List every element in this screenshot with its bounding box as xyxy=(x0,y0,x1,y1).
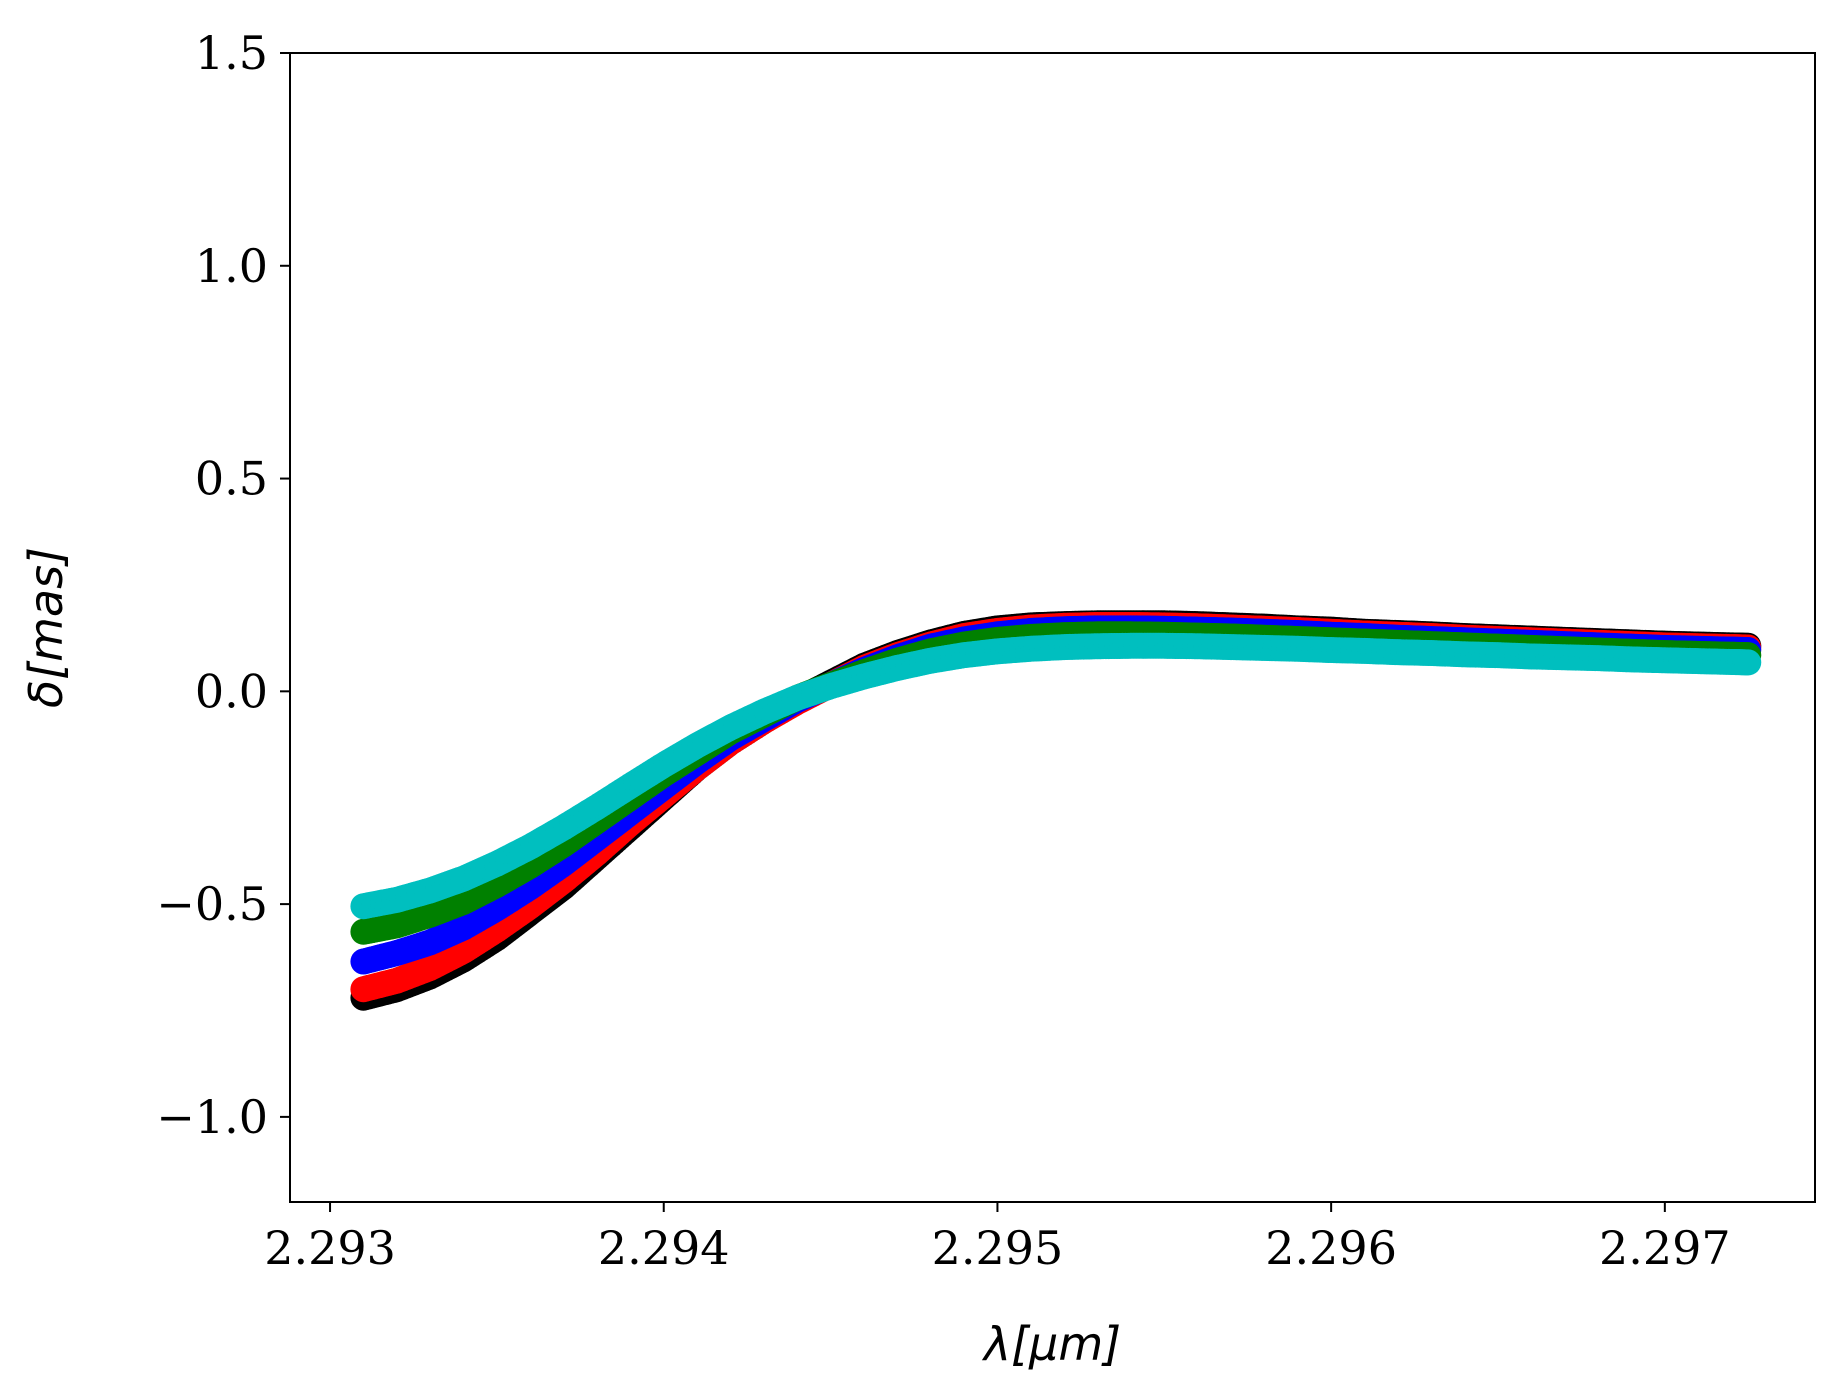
y-tick-label: 0.5 xyxy=(195,452,268,506)
x-tick-label: 2.296 xyxy=(1265,1221,1397,1275)
x-tick-label: 2.297 xyxy=(1599,1221,1731,1275)
y-tick-label: −1.0 xyxy=(156,1090,268,1144)
y-axis-ticks: −1.0 −0.5 0.0 0.5 1.0 1.5 xyxy=(156,26,290,1144)
y-axis-label: δ[mas] xyxy=(19,547,73,708)
x-tick-label: 2.295 xyxy=(932,1221,1064,1275)
x-axis-ticks: 2.293 2.294 2.295 2.296 2.297 xyxy=(264,1202,1731,1275)
x-tick-label: 2.293 xyxy=(264,1221,396,1275)
y-tick-label: 1.5 xyxy=(195,26,268,80)
plot-frame xyxy=(289,52,1816,1203)
y-tick-label: 0.0 xyxy=(195,664,268,718)
data-point xyxy=(1735,649,1762,676)
y-tick-label: 1.0 xyxy=(195,239,268,293)
x-tick-label: 2.294 xyxy=(598,1221,730,1275)
y-tick-label: −0.5 xyxy=(156,877,268,931)
x-axis-label: λ[μm] xyxy=(981,1317,1121,1371)
series-4 xyxy=(350,632,1762,920)
plot-data-group xyxy=(350,610,1762,1011)
